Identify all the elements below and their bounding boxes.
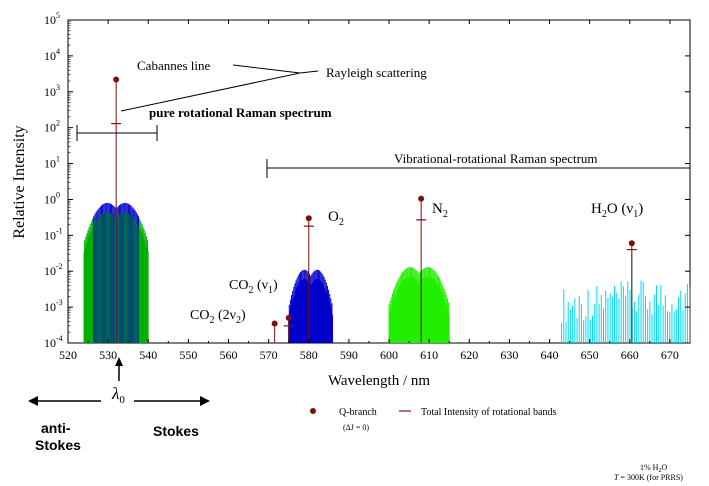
x-tick-label: 530 xyxy=(99,348,117,362)
plot-frame xyxy=(67,19,691,344)
x-tick-label: 610 xyxy=(420,348,438,362)
y-tick-label: 102 xyxy=(44,119,60,135)
anti-stokes-arrowhead xyxy=(28,396,38,406)
y-tick-base: 10 xyxy=(44,121,56,135)
y-tick-base: 10 xyxy=(44,264,56,278)
rayleigh-label: Rayleigh scattering xyxy=(326,65,427,80)
x-tick-label: 600 xyxy=(380,348,398,362)
h2o-band xyxy=(561,251,691,343)
x-tick-label: 520 xyxy=(59,348,77,362)
x-tick-label: 550 xyxy=(179,348,197,362)
cabannes-leader-line xyxy=(232,64,301,74)
x-tick-label: 590 xyxy=(340,348,358,362)
x-tick-label: 650 xyxy=(581,348,599,362)
stokes-arrowhead xyxy=(200,396,210,406)
cabannes-label: Cabannes line xyxy=(137,58,211,73)
legend-total-label: Total Intensity of rotational bands xyxy=(421,407,556,418)
q-branch-point-0 xyxy=(113,76,120,83)
y-tick-exponent: -4 xyxy=(56,334,63,343)
y-tick-exponent: -2 xyxy=(56,262,63,271)
y-tick-exponent: -3 xyxy=(56,298,63,307)
y-tick-base: 10 xyxy=(44,192,56,206)
q-branch-point-4 xyxy=(418,195,425,202)
co2-2v2-label: CO2 (2ν2) xyxy=(190,308,246,326)
y-tick-label: 101 xyxy=(44,155,60,171)
y-tick-exponent: 5 xyxy=(56,11,60,20)
y-tick-label: 10-4 xyxy=(44,334,63,350)
y-tick-base: 10 xyxy=(44,300,56,314)
y-tick-exponent: 1 xyxy=(56,155,60,164)
y-tick-exponent: -1 xyxy=(56,226,63,235)
q-branch-point-2 xyxy=(285,314,292,321)
rayleigh-leader-line xyxy=(120,70,319,112)
x-tick-label: 540 xyxy=(139,348,157,362)
x-tick-label: 670 xyxy=(661,348,679,362)
y-tick-exponent: 0 xyxy=(56,190,60,199)
pure-rotational-label: pure rotational Raman spectrum xyxy=(149,105,332,120)
x-tick-label: 630 xyxy=(500,348,518,362)
y-axis-label: Relative Intensity xyxy=(11,125,28,238)
y-tick-exponent: 3 xyxy=(56,83,60,92)
x-tick-label: 570 xyxy=(260,348,278,362)
legend-qbranch-marker xyxy=(310,408,316,414)
y-tick-exponent: 4 xyxy=(56,47,60,56)
y-tick-label: 100 xyxy=(44,190,60,206)
y-tick-label: 10-2 xyxy=(44,262,63,278)
y-tick-base: 10 xyxy=(44,13,56,27)
x-axis-ticks: 520 530 540 550 560 570 580 590 600 610 620 630 640 6… xyxy=(59,20,679,362)
h2o-label: H2O (ν1) xyxy=(591,201,643,220)
spectral-bands xyxy=(83,202,450,343)
y-tick-label: 10-3 xyxy=(44,298,63,314)
x-tick-label: 640 xyxy=(541,348,559,362)
y-tick-label: 103 xyxy=(44,83,60,99)
y-tick-label: 104 xyxy=(44,47,60,63)
anti-stokes-label-line1: anti- xyxy=(41,420,71,436)
x-tick-label: 580 xyxy=(300,348,318,362)
q-branch-point-3 xyxy=(305,215,312,222)
y-tick-exponent: 2 xyxy=(56,119,60,128)
q-branch-markers xyxy=(111,76,637,343)
x-tick-label: 560 xyxy=(220,348,238,362)
legend-qbranch-label: Q-branch xyxy=(339,407,377,418)
q-branch-point-5 xyxy=(628,240,635,247)
co2-v1-label: CO2 (ν1) xyxy=(229,278,278,296)
y-tick-base: 10 xyxy=(44,228,56,242)
footnote-line2: T = 300K (for PRRS) xyxy=(614,473,683,482)
o2-label: O2 xyxy=(328,209,344,228)
x-tick-label: 620 xyxy=(460,348,478,362)
q-branch-point-1 xyxy=(271,320,278,327)
y-tick-label: 10-1 xyxy=(44,226,63,242)
x-axis-label: Wavelength / nm xyxy=(328,373,430,389)
vibrational-label: Vibrational-rotational Raman spectrum xyxy=(394,151,598,166)
lambda-arrow-head xyxy=(115,357,123,366)
y-tick-label: 105 xyxy=(44,11,60,27)
lambda-zero-label: λ0 xyxy=(111,384,125,406)
stokes-label: Stokes xyxy=(153,423,199,439)
n2-label: N2 xyxy=(432,201,448,220)
y-tick-base: 10 xyxy=(44,85,56,99)
legend-qbranch-sublabel: (ΔJ = 0) xyxy=(343,423,369,432)
y-tick-base: 10 xyxy=(44,336,56,350)
footnote-line1: 1% H2O xyxy=(640,463,667,474)
y-tick-base: 10 xyxy=(44,49,56,63)
anti-stokes-label-line2: Stokes xyxy=(35,437,81,453)
y-tick-base: 10 xyxy=(44,157,56,171)
x-tick-label: 660 xyxy=(621,348,639,362)
